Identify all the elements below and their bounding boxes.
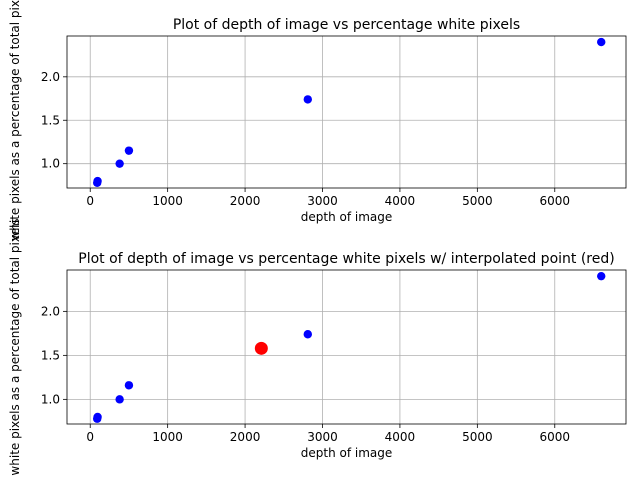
bottom-data-point [93, 412, 102, 422]
top-xtick-label: 6000 [539, 194, 570, 208]
bottom-plot-ylabel: white pixels as a percentage of total pi… [8, 218, 22, 475]
top-plot-xlabel: depth of image [301, 210, 393, 224]
bottom-xtick-label: 3000 [307, 430, 338, 444]
top-xtick-label: 4000 [385, 194, 416, 208]
bottom-xtick-label: 1000 [152, 430, 183, 444]
top-ytick-label: 1.5 [41, 113, 60, 127]
top-plot-grid [67, 36, 626, 188]
top-data-point [93, 176, 102, 186]
bottom-data-point [115, 395, 124, 404]
bottom-xtick-label: 0 [86, 430, 94, 444]
bottom-plot-points [92, 271, 606, 423]
bottom-plot-xlabel: depth of image [301, 446, 393, 460]
top-xtick-label: 5000 [462, 194, 493, 208]
top-scatter-plot: 0 1000 2000 3000 4000 5000 6000 1.0 1.5 2.0 Plot … [8, 0, 627, 241]
top-plot-ticks: 0 1000 2000 3000 4000 5000 6000 1.0 1.5 2.0 [41, 70, 570, 208]
top-ytick-label: 1.0 [41, 157, 60, 171]
top-plot-frame [66, 35, 627, 189]
bottom-xtick-label: 4000 [385, 430, 416, 444]
bottom-plot-grid [67, 270, 626, 424]
bottom-xtick-label: 5000 [462, 430, 493, 444]
top-data-point [115, 159, 124, 168]
top-data-point [124, 146, 134, 155]
bottom-data-point [303, 330, 312, 339]
top-xtick-label: 1000 [152, 194, 183, 208]
top-xtick-label: 3000 [307, 194, 338, 208]
top-plot-ylabel: white pixels as a percentage of total pi… [8, 0, 22, 241]
top-plot-title: Plot of depth of image vs percentage whi… [173, 17, 520, 33]
bottom-ytick-label: 1.5 [41, 348, 60, 362]
bottom-xtick-label: 6000 [539, 430, 570, 444]
top-data-point [303, 95, 312, 104]
top-plot-points [92, 37, 606, 187]
bottom-xtick-label: 2000 [230, 430, 261, 444]
top-xtick-label: 2000 [230, 194, 261, 208]
top-xtick-label: 0 [86, 194, 94, 208]
top-ytick-label: 2.0 [41, 70, 60, 84]
bottom-plot-title: Plot of depth of image vs percentage whi… [78, 251, 614, 267]
bottom-plot-ticks: 0 1000 2000 3000 4000 5000 6000 1.0 1.5 2.0 [41, 304, 570, 444]
bottom-interpolated-point [254, 341, 268, 355]
bottom-ytick-label: 1.0 [41, 392, 60, 406]
bottom-scatter-plot: 0 1000 2000 3000 4000 5000 6000 1.0 1.5 2.0 Plot … [8, 218, 627, 476]
bottom-data-point [597, 271, 606, 281]
bottom-ytick-label: 2.0 [41, 304, 60, 318]
bottom-data-point [124, 381, 134, 390]
top-data-point [597, 37, 606, 47]
bottom-plot-frame [66, 269, 627, 425]
